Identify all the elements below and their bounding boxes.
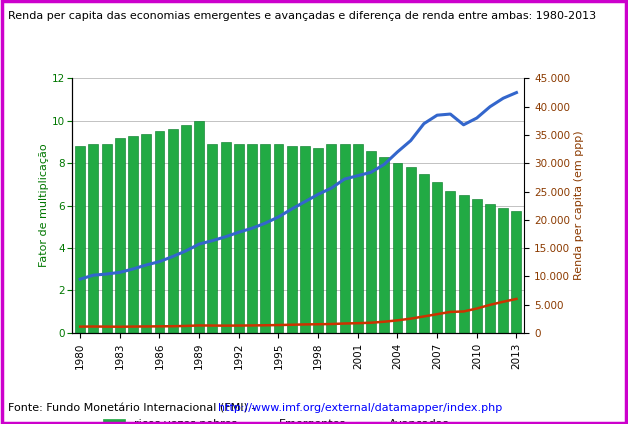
Bar <box>392 163 403 333</box>
Bar <box>287 146 296 333</box>
Bar <box>406 167 416 333</box>
Bar <box>207 144 217 333</box>
Bar <box>181 125 191 333</box>
Bar <box>128 136 138 333</box>
Bar <box>260 144 270 333</box>
Bar <box>379 157 389 333</box>
Legend: ricos vezes pobres, Emergentes, Avançadas: ricos vezes pobres, Emergentes, Avançada… <box>98 415 453 424</box>
Bar <box>485 204 495 333</box>
Bar <box>194 121 204 333</box>
Bar <box>89 144 99 333</box>
Bar <box>102 144 112 333</box>
Bar <box>432 182 442 333</box>
Bar <box>247 144 257 333</box>
Y-axis label: Renda per capita (em ppp): Renda per capita (em ppp) <box>575 131 585 280</box>
Bar <box>498 208 508 333</box>
Bar <box>458 195 468 333</box>
Bar <box>327 144 337 333</box>
Bar <box>353 144 363 333</box>
Bar <box>313 148 323 333</box>
Bar <box>340 144 350 333</box>
Text: http://www.imf.org/external/datamapper/index.php: http://www.imf.org/external/datamapper/i… <box>218 403 502 413</box>
Bar <box>366 151 376 333</box>
Bar <box>419 174 429 333</box>
Bar <box>274 144 283 333</box>
Bar <box>75 146 85 333</box>
Bar <box>115 138 125 333</box>
Y-axis label: Fator de multiplicação: Fator de multiplicação <box>38 144 48 268</box>
Bar <box>472 199 482 333</box>
Bar <box>168 129 178 333</box>
Bar <box>234 144 244 333</box>
Bar <box>154 131 165 333</box>
Text: Renda per capita das economias emergentes e avançadas e diferença de renda entre: Renda per capita das economias emergente… <box>8 11 596 21</box>
Bar <box>220 142 230 333</box>
Text: Fonte: Fundo Monetário Internacional (FMI) -: Fonte: Fundo Monetário Internacional (FM… <box>8 403 258 413</box>
Bar <box>300 146 310 333</box>
Bar <box>141 134 151 333</box>
Bar <box>445 191 455 333</box>
Bar <box>511 211 521 333</box>
